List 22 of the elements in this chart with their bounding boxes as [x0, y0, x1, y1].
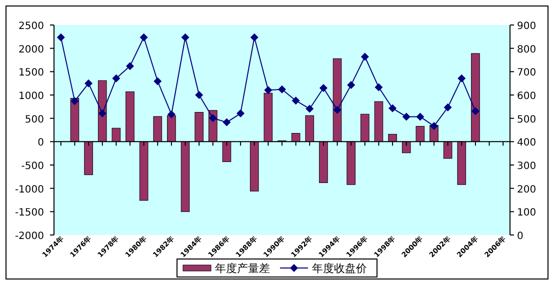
y2-tick-label: 800 — [517, 44, 536, 56]
y-tick-label: -1000 — [14, 184, 44, 196]
y2-tick-label: 0 — [517, 231, 524, 242]
y2-tick-label: 600 — [517, 91, 536, 102]
y-tick-label: 1000 — [18, 91, 44, 102]
y-tick-label: 2500 — [18, 21, 44, 32]
y-tick-label: 1500 — [18, 68, 44, 79]
y-tick-label: -500 — [21, 161, 44, 172]
y2-tick-label: 200 — [517, 184, 536, 196]
legend-label: 年度收盘价 — [312, 262, 367, 275]
y2-tick-label: 400 — [517, 138, 536, 149]
y-tick-label: -1500 — [14, 208, 44, 219]
legend-label: 年度产量差 — [215, 262, 270, 275]
y2-tick-label: 900 — [517, 21, 536, 32]
y2-tick-label: 500 — [517, 114, 536, 126]
y-tick-label: -2000 — [14, 231, 44, 242]
y-tick-label: 2000 — [18, 44, 44, 56]
y2-tick-label: 100 — [517, 208, 536, 219]
y-tick-label: 0 — [38, 138, 44, 149]
y2-tick-label: 300 — [517, 161, 536, 172]
y2-tick-label: 700 — [517, 68, 536, 79]
y-tick-label: 500 — [24, 114, 44, 126]
